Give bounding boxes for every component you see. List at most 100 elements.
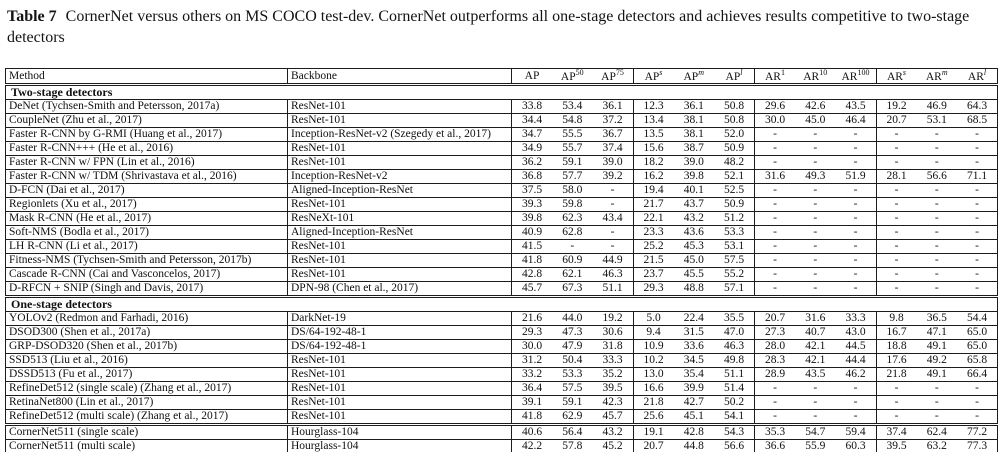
metric-cell: 54.1 (714, 408, 755, 425)
metric-cell: 43.4 (592, 210, 633, 226)
table-row: CornerNet511 (single scale) Hourglass-104… (5, 422, 998, 440)
metric-cell: 42.2 (511, 438, 552, 452)
metric-cell: 9.8 (875, 310, 917, 326)
metric-cell: 43.5 (835, 98, 876, 114)
backbone-cell: ResNet-101 (287, 266, 512, 282)
metric-cell: 65.0 (957, 324, 998, 340)
metric-cell: 38.7 (673, 140, 714, 156)
metric-cell: 41.5 (511, 238, 552, 254)
metric-cell: 45.2 (592, 438, 633, 452)
metric-cell: 59.1 (552, 394, 593, 410)
metric-cell: 35.4 (673, 366, 714, 382)
metric-cell: - (875, 266, 917, 282)
metric-cell: 49.2 (916, 352, 957, 368)
metric-cell: 53.3 (714, 224, 755, 240)
table-row: DSSD513 (Fu et al., 2017) ResNet-101 33.2 5… (5, 366, 998, 382)
metric-cell: 35.2 (592, 366, 633, 382)
metric-cell: 23.3 (632, 224, 674, 240)
metric-cell: - (795, 380, 836, 396)
metric-cell: - (875, 252, 917, 268)
metric-cell: 56.6 (714, 438, 755, 452)
metric-cell: - (592, 182, 633, 198)
metric-cell: 62.8 (552, 224, 593, 240)
metric-cell: 36.7 (592, 126, 633, 142)
backbone-cell: ResNet-101 (287, 408, 512, 425)
table-row: Regionlets (Xu et al., 2017) ResNet-101 39… (5, 196, 998, 212)
metric-cell: 41.8 (511, 408, 552, 425)
metric-cell: 34.7 (511, 126, 552, 142)
metric-cell: 36.6 (754, 438, 795, 452)
metric-cell: 27.3 (754, 324, 795, 340)
metric-cell: 54.4 (957, 310, 998, 326)
metric-cell: 65.0 (957, 338, 998, 354)
metric-cell: 31.2 (511, 352, 552, 368)
metric-cell: - (754, 126, 795, 142)
metric-cell: 53.4 (552, 98, 593, 114)
backbone-cell: ResNet-101 (287, 238, 512, 254)
column-header-backbone: Backbone (287, 68, 512, 85)
method-cell: DSSD513 (Fu et al., 2017) (5, 366, 288, 382)
metric-cell: 62.1 (552, 266, 593, 282)
metric-cell: 46.3 (592, 266, 633, 282)
metric-cell: 31.8 (592, 338, 633, 354)
metric-cell: - (835, 280, 876, 297)
metric-cell: 34.9 (511, 140, 552, 156)
section-header-label: Two-stage detectors (5, 82, 998, 100)
column-header-arm: ARm (916, 68, 957, 85)
metric-cell: 45.7 (592, 408, 633, 425)
metric-cell: - (592, 196, 633, 212)
metric-cell: - (875, 210, 917, 226)
backbone-cell: ResNet-101 (287, 366, 512, 382)
metric-cell: - (835, 408, 876, 425)
metric-cell: 39.2 (592, 168, 633, 184)
metric-cell: - (957, 210, 998, 226)
metric-cell: 57.5 (552, 380, 593, 396)
metric-cell: 33.2 (511, 366, 552, 382)
metric-cell: - (754, 238, 795, 254)
metric-cell: 22.1 (632, 210, 674, 226)
backbone-cell: ResNet-101 (287, 98, 512, 114)
metric-cell: - (754, 408, 795, 425)
backbone-cell: DS/64-192-48-1 (287, 324, 512, 340)
metric-cell: - (916, 266, 957, 282)
metric-cell: 46.9 (916, 98, 957, 114)
metric-cell: 23.7 (632, 266, 674, 282)
metric-cell: 77.2 (957, 422, 998, 440)
metric-cell: 48.2 (714, 154, 755, 170)
metric-cell: 42.1 (795, 338, 836, 354)
metric-cell: 42.8 (511, 266, 552, 282)
column-header-ars: ARs (875, 68, 917, 85)
backbone-cell: ResNet-101 (287, 380, 512, 396)
metric-cell: 47.3 (552, 324, 593, 340)
metric-cell: - (754, 196, 795, 212)
metric-cell: 42.7 (673, 394, 714, 410)
metric-cell: 40.9 (511, 224, 552, 240)
metric-cell: - (875, 280, 917, 297)
method-cell: Faster R-CNN by G-RMI (Huang et al., 201… (5, 126, 288, 142)
metric-cell: 49.1 (916, 366, 957, 382)
metric-cell: 43.5 (795, 366, 836, 382)
backbone-cell: Inception-ResNet-v2 (287, 168, 512, 184)
metric-cell: 62.3 (552, 210, 593, 226)
metric-cell: 56.4 (552, 422, 593, 440)
metric-cell: - (875, 380, 917, 396)
metric-cell: - (957, 408, 998, 425)
metric-cell: - (835, 224, 876, 240)
metric-cell: 19.2 (592, 310, 633, 326)
metric-cell: 19.1 (632, 422, 674, 440)
metric-cell: 39.1 (511, 394, 552, 410)
metric-cell: 39.0 (673, 154, 714, 170)
metric-cell: 50.9 (714, 140, 755, 156)
metric-cell: - (916, 210, 957, 226)
metric-cell: - (916, 380, 957, 396)
table-caption: Table 7 CornerNet versus others on MS COC… (7, 6, 997, 48)
method-cell: RetinaNet800 (Lin et al., 2017) (5, 394, 288, 410)
metric-cell: 42.6 (795, 98, 836, 114)
method-cell: Faster R-CNN w/ FPN (Lin et al., 2016) (5, 154, 288, 170)
metric-cell: 48.8 (673, 280, 714, 297)
metric-cell: - (754, 154, 795, 170)
metric-cell: 34.4 (511, 112, 552, 128)
metric-cell: - (957, 154, 998, 170)
method-cell: CoupleNet (Zhu et al., 2017) (5, 112, 288, 128)
metric-cell: 19.4 (632, 182, 674, 198)
